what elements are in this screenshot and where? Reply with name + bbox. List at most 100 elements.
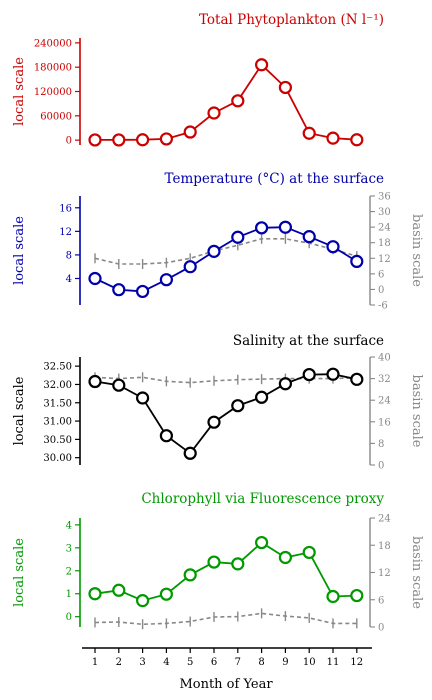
left-tick-label: 240000: [34, 38, 72, 49]
panel-phyto: Total Phytoplankton (N l⁻¹) 0 60000 120000 1…: [12, 12, 384, 147]
local-series-point: [207, 415, 221, 429]
local-series-point: [278, 80, 292, 95]
right-axis-label: basin scale: [409, 214, 424, 287]
local-series-point: [88, 374, 102, 389]
right-tick-label: 0: [378, 623, 384, 634]
x-tick-label: 10: [303, 657, 316, 668]
left-tick-label: 30.50: [43, 435, 72, 446]
right-tick-label: 0: [378, 285, 384, 296]
left-tick-label: 31.50: [43, 398, 72, 409]
local-series-point: [159, 273, 173, 287]
local-series-point: [326, 367, 340, 381]
local-series-point: [326, 131, 340, 145]
local-series-point: [326, 589, 340, 604]
left-axis-label: local scale: [12, 538, 27, 607]
local-series-point: [112, 378, 126, 392]
x-tick-label: 1: [92, 657, 98, 668]
left-tick-label: 12: [59, 227, 72, 238]
local-series-point: [112, 133, 126, 147]
x-tick-label: 9: [282, 657, 288, 668]
local-series-point: [255, 221, 269, 235]
panel-sal: Salinity at the surface 30.00 30.50 31.00 31…: [12, 333, 424, 472]
right-tick-label: 6: [378, 595, 384, 606]
x-tick-label: 8: [258, 657, 264, 668]
left-tick-label: 120000: [34, 87, 72, 98]
local-series-point: [159, 587, 173, 601]
panel-title: Total Phytoplankton (N l⁻¹): [199, 12, 384, 28]
left-tick-label: 4: [66, 520, 72, 531]
right-axis-label: basin scale: [409, 536, 424, 609]
local-series-point: [302, 367, 316, 382]
local-series-point: [159, 132, 173, 146]
right-tick-label: 16: [378, 417, 391, 428]
local-series-point: [350, 254, 364, 268]
left-tick-label: 32.00: [43, 380, 72, 391]
local-series-point: [278, 377, 292, 391]
local-series-point: [207, 555, 221, 569]
left-axis-label: local scale: [12, 57, 27, 126]
local-series-point: [350, 133, 364, 147]
local-series-point: [183, 260, 197, 274]
left-tick-label: 30.00: [43, 453, 72, 464]
local-series-point: [255, 390, 269, 404]
right-tick-label: 24: [378, 514, 391, 525]
local-series-point: [278, 220, 292, 234]
local-series-point: [183, 568, 197, 582]
left-tick-label: 3: [66, 543, 72, 554]
left-tick-label: 1: [66, 589, 72, 600]
local-series-point: [136, 594, 150, 608]
left-axis-label: local scale: [12, 376, 27, 445]
local-series-point: [88, 587, 102, 601]
right-tick-label: 6: [378, 269, 384, 280]
local-series-point: [231, 94, 245, 108]
local-series-point: [231, 399, 245, 413]
local-series-point: [302, 545, 316, 560]
x-axis-label: Month of Year: [179, 677, 273, 692]
local-series-point: [88, 271, 102, 286]
x-tick-label: 11: [327, 657, 340, 668]
local-series-point: [112, 283, 126, 297]
right-tick-label: 18: [378, 541, 391, 552]
left-tick-label: 0: [66, 136, 72, 147]
right-tick-label: 40: [378, 353, 391, 364]
basin-series-line: [94, 612, 357, 626]
local-series-point: [255, 58, 269, 72]
left-tick-label: 0: [66, 612, 72, 623]
panel-title: Chlorophyll via Fluorescence proxy: [141, 491, 384, 507]
left-tick-label: 32.50: [43, 362, 72, 373]
right-tick-label: 30: [378, 207, 391, 218]
left-tick-label: 4: [66, 274, 72, 285]
right-tick-label: 8: [378, 439, 384, 450]
local-series-point: [255, 535, 269, 550]
local-series-point: [136, 284, 150, 299]
x-tick-label: 7: [235, 657, 241, 668]
local-series-point: [207, 106, 221, 120]
local-series-point: [302, 126, 316, 140]
local-series-point: [88, 133, 102, 147]
local-series-point: [231, 557, 245, 571]
local-series-point: [136, 391, 150, 405]
panel-chl: Chlorophyll via Fluorescence proxy 0 12 3 4 l…: [12, 491, 424, 634]
x-tick-label: 4: [163, 657, 169, 668]
right-tick-label: 36: [378, 192, 391, 203]
local-series-point: [136, 133, 150, 147]
local-series-point: [350, 372, 364, 386]
right-axis-label: basin scale: [409, 375, 424, 448]
local-series-line: [94, 226, 358, 293]
local-series-line: [94, 373, 357, 455]
panel-temp: Temperature (°C) at the surface 4 8 12 16 loc…: [12, 171, 424, 312]
right-tick-label: 32: [378, 374, 391, 385]
local-series-point: [231, 230, 245, 244]
left-tick-label: 16: [59, 203, 72, 214]
right-tick-label: 24: [378, 396, 391, 407]
left-tick-label: 60000: [40, 111, 72, 122]
x-tick-label: 5: [187, 657, 193, 668]
local-series-point: [183, 125, 197, 139]
right-tick-label: 12: [378, 568, 391, 579]
x-tick-label: 12: [350, 657, 363, 668]
panel-title: Temperature (°C) at the surface: [165, 171, 384, 187]
local-series-point: [207, 244, 221, 258]
left-tick-label: 180000: [34, 63, 72, 74]
basin-series-line: [94, 376, 357, 384]
